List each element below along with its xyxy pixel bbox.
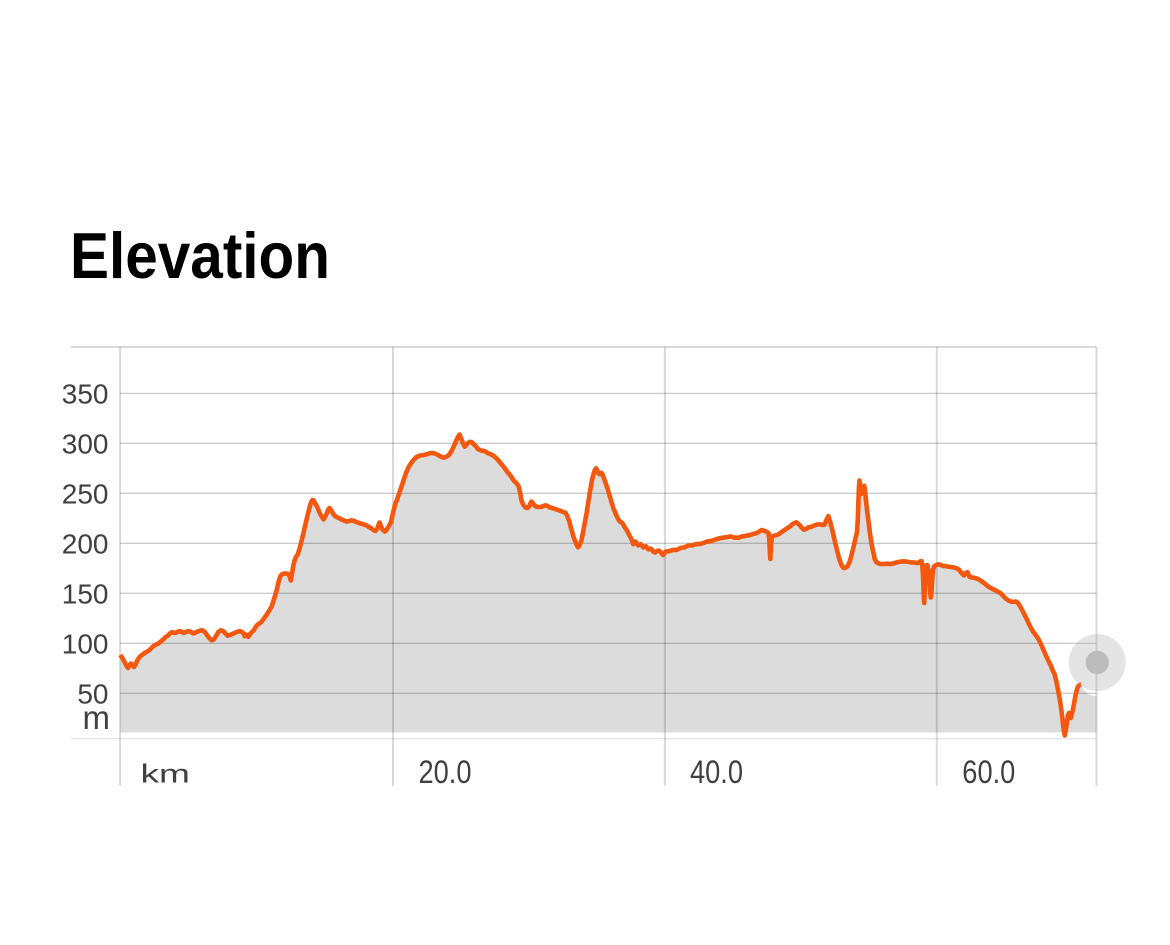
svg-text:20.0: 20.0 <box>419 754 472 790</box>
svg-text:300: 300 <box>62 429 109 460</box>
svg-text:100: 100 <box>62 629 109 660</box>
svg-text:m: m <box>83 699 111 736</box>
svg-text:60.0: 60.0 <box>962 754 1015 790</box>
svg-text:50: 50 <box>77 679 108 710</box>
svg-text:40.0: 40.0 <box>690 754 743 790</box>
svg-text:200: 200 <box>62 529 109 560</box>
svg-text:Elevation: Elevation <box>70 220 330 292</box>
svg-text:150: 150 <box>62 579 109 610</box>
svg-text:250: 250 <box>62 479 109 510</box>
svg-text:350: 350 <box>62 379 109 410</box>
svg-text:km: km <box>141 759 191 789</box>
